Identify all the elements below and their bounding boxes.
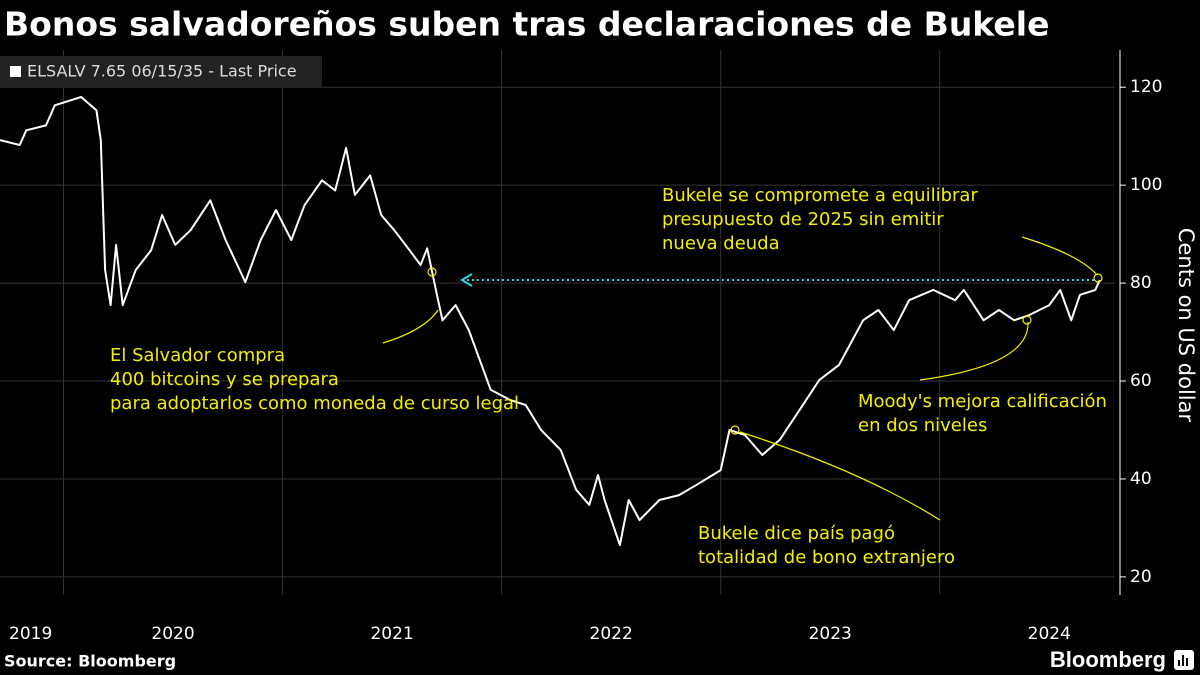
connector-dot (730, 425, 740, 435)
annotation: El Salvador compra (110, 345, 285, 366)
x-tick-label: 2020 (151, 624, 194, 644)
brand-icon-bars (1178, 655, 1188, 666)
y-tick-label: 20 (1130, 567, 1152, 587)
x-tick-label: 2023 (809, 624, 852, 644)
price-line (0, 96, 1101, 547)
annotation: en dos niveles (858, 415, 987, 436)
y-tick-label: 60 (1130, 371, 1152, 391)
chart-title: Bonos salvadoreños suben tras declaracio… (4, 5, 1049, 44)
connector-dot (1093, 273, 1103, 283)
source: Source: Bloomberg (4, 652, 176, 671)
annotation: Bukele se compromete a equilibrar (662, 185, 978, 206)
y-axis-label: Cents on US dollar (1174, 228, 1198, 423)
connector-dot (1022, 315, 1032, 325)
annotation: Bukele dice país pagó (698, 523, 895, 544)
x-tick-label: 2021 (370, 624, 413, 644)
x-tick-label: 2024 (1028, 624, 1071, 644)
annotation: presupuesto de 2025 sin emitir (662, 209, 944, 230)
annotation: Moody's mejora calificación (858, 391, 1107, 412)
legend-label: ELSALV 7.65 06/15/35 - Last Price (27, 62, 297, 81)
annotation-connectors (382, 236, 1103, 521)
annotation: 400 bitcoins y se prepara (110, 369, 339, 390)
y-tick-label: 40 (1130, 469, 1152, 489)
annotation: para adoptarlos como moneda de curso leg… (110, 393, 519, 414)
annotation: nueva deuda (662, 233, 780, 254)
legend-swatch (10, 66, 21, 77)
annotation: totalidad de bono extranjero (698, 547, 955, 568)
y-tick-label: 80 (1130, 273, 1152, 293)
y-tick-label: 100 (1130, 175, 1162, 195)
connector-dot (427, 267, 437, 277)
connector (739, 431, 941, 521)
x-tick-label: 2019 (9, 624, 52, 644)
connector (919, 321, 1029, 381)
connector (382, 309, 439, 344)
connector (1021, 236, 1098, 276)
y-tick-label: 120 (1130, 77, 1162, 97)
brand: Bloomberg (1050, 647, 1166, 672)
x-tick-label: 2022 (590, 624, 633, 644)
arrow (460, 273, 1094, 287)
arrow-head (460, 273, 473, 287)
legend-box (0, 56, 322, 88)
